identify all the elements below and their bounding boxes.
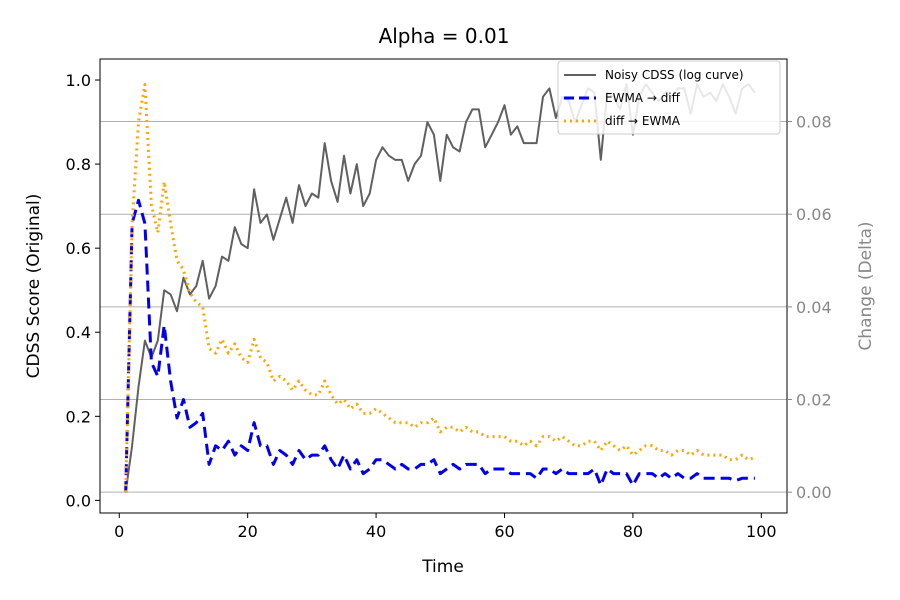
legend-box: [557, 60, 781, 135]
x-tick-label: 40: [366, 522, 386, 541]
y-left-tick-label: 0.4: [66, 323, 91, 342]
y-left-tick-label: 0.8: [66, 155, 91, 174]
legend-label-diff-ewma: diff → EWMA: [605, 114, 681, 128]
y-right-tick-label: 0.08: [796, 113, 832, 132]
x-tick-label: 60: [494, 522, 514, 541]
x-tick-label: 80: [623, 522, 643, 541]
y-axis-right-label: Change (Delta): [856, 221, 876, 350]
legend-label-noisy: Noisy CDSS (log curve): [605, 68, 744, 82]
y-left-tick-label: 1.0: [66, 71, 91, 90]
series-diff-ewma: [124, 83, 756, 493]
y-axis-left-label: CDSS Score (Original): [24, 194, 44, 379]
series-layer: [124, 83, 756, 493]
y-right-tick-label: 0.00: [796, 483, 832, 502]
y-left-tick-label: 0.2: [66, 407, 91, 426]
plot-frame: [99, 58, 788, 514]
y-right-tick-label: 0.02: [796, 391, 832, 410]
x-axis: 0 20 40 60 80 100: [114, 513, 777, 541]
grid-lines: [100, 121, 787, 493]
x-axis-label: Time: [421, 557, 464, 577]
legend-label-ewma-diff: EWMA → diff: [605, 91, 681, 105]
series-ewma-diff: [124, 198, 755, 493]
x-tick-label: 20: [237, 522, 257, 541]
y-axis-left: 0.0 0.2 0.4 0.6 0.8 1.0: [66, 71, 100, 510]
y-axis-right: 0.00 0.02 0.04 0.06 0.08: [787, 113, 832, 502]
y-right-tick-label: 0.06: [796, 205, 832, 224]
legend: Noisy CDSS (log curve) EWMA → diff diff …: [557, 60, 781, 135]
chart-title: Alpha = 0.01: [379, 24, 510, 48]
x-tick-label: 0: [114, 522, 124, 541]
y-left-tick-label: 0.6: [66, 239, 91, 258]
y-left-tick-label: 0.0: [66, 491, 91, 510]
y-right-tick-label: 0.04: [796, 298, 832, 317]
x-tick-label: 100: [746, 522, 777, 541]
